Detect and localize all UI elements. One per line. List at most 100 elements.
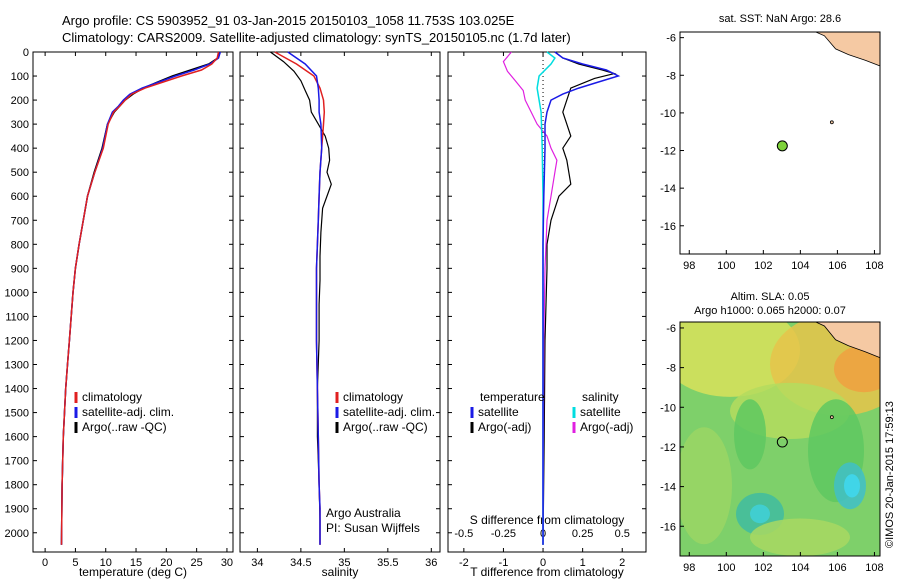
temperature-ytick-label: 1700	[5, 456, 29, 468]
difference-xtick-label: 0	[540, 557, 546, 569]
salinity-panel: 34 34.5 35 35.5 36 salinity climatologysatelli…	[239, 51, 441, 579]
sla-map-xtick-label: 98	[683, 562, 695, 574]
sla-map-ytick-label: -12	[660, 442, 676, 454]
sst-map-ytick-label: -10	[660, 108, 676, 120]
temperature-axes-frame	[32, 51, 234, 553]
temperature-ytick-label: 1400	[5, 384, 29, 396]
sst-map-xtick-label: 102	[754, 260, 772, 272]
sst-map-ytick-label: -8	[666, 70, 676, 82]
difference-axes-frame	[447, 51, 647, 553]
sst-map-xtick-label: 104	[791, 260, 809, 272]
temperature-ytick-label: 1000	[5, 287, 29, 299]
temperature-ytick-label: 2000	[5, 528, 29, 540]
sst-map-ytick-label: -16	[660, 221, 676, 233]
temperature-ytick-label: 800	[11, 239, 29, 251]
diff-temperature-argo-line	[542, 51, 617, 545]
temperature-argo-line	[60, 51, 221, 545]
difference-stick-label: -0.5	[454, 528, 473, 540]
diff-salinity-argo-line	[502, 51, 558, 545]
temperature-ytick-label: 1300	[5, 360, 29, 372]
diff-temperature-legend-label: satellite	[478, 405, 519, 419]
sla-map-xtick-label: 100	[717, 562, 735, 574]
profile-title: Argo profile: CS 5903952_91 03-Jan-2015 …	[62, 13, 515, 28]
difference-xtick-label: 2	[619, 557, 625, 569]
diff-salinity-legend-label: satellite	[580, 405, 621, 419]
temperature-climatology-line	[60, 51, 220, 545]
temperature-ytick-label: 1600	[5, 432, 29, 444]
temperature-ytick-label: 100	[11, 71, 29, 83]
argo-location-marker	[776, 140, 788, 152]
difference-xtick-label: 1	[580, 557, 586, 569]
sla-anomaly-blob	[834, 345, 880, 393]
temperature-ytick-label: 900	[11, 263, 29, 275]
sla-anomaly-blob	[750, 518, 850, 556]
argo-location-marker	[776, 436, 788, 448]
sla-map-xtick-label: 104	[791, 562, 809, 574]
sst-map-xtick-label: 106	[828, 260, 846, 272]
difference-xtick-label: -2	[459, 557, 469, 569]
salinity-xtick-label: 35	[338, 557, 350, 569]
temperature-ytick-label: 700	[11, 215, 29, 227]
argo-australia-label: Argo Australia	[326, 506, 401, 520]
temperature-xtick-label: 30	[221, 557, 233, 569]
sst-map-xtick-label: 100	[717, 260, 735, 272]
sla-map-map-area	[680, 322, 880, 556]
sla-anomaly-blob	[734, 399, 766, 470]
temperature-xtick-label: 10	[100, 557, 112, 569]
pi-label: PI: Susan Wijffels	[326, 521, 420, 535]
sst-map-frame	[679, 31, 881, 255]
difference-xlabel: T difference from climatology	[470, 565, 624, 579]
temperature-ytick-label: 1200	[5, 335, 29, 347]
difference-stick-label: 0.5	[615, 528, 630, 540]
salinity-legend-label: climatology	[343, 390, 403, 404]
sst-map-panel: 98 100 102 104 106 108 -6 -8 -10 -12 -14 -16 sat. SS…	[660, 13, 884, 272]
salinity-xtick-label: 34.5	[290, 557, 311, 569]
salinity-axes-frame	[239, 51, 441, 553]
temperature-xtick-label: 25	[191, 557, 203, 569]
diff-temperature-legend-label: Argo(-adj)	[478, 420, 531, 434]
diff-legend-header-temperature: temperature	[480, 390, 545, 404]
difference-panel: -2 -1 0 1 2T difference from climatology -0.5…	[447, 51, 647, 579]
sla-map-ytick-label: -14	[660, 482, 676, 494]
sst-map-ytick-label: -12	[660, 146, 676, 158]
diff-temperature-satellite-line	[542, 51, 621, 545]
diff-salinity-legend-label: Argo(-adj)	[580, 420, 633, 434]
climatology-subtitle: Climatology: CARS2009. Satellite-adjuste…	[62, 30, 571, 45]
temperature-ytick-label: 1900	[5, 504, 29, 516]
java-coast-land	[814, 32, 880, 67]
sst-map-map-area	[680, 32, 880, 254]
sla-map-xtick-label: 108	[865, 562, 883, 574]
salinity-xlabel: salinity	[322, 565, 359, 579]
sla-map-ytick-label: -6	[666, 323, 676, 335]
temperature-ytick-label: 500	[11, 167, 29, 179]
salinity-xtick-label: 35.5	[377, 557, 398, 569]
temperature-xtick-label: 0	[42, 557, 48, 569]
temperature-xtick-label: 20	[160, 557, 172, 569]
sst-map-xtick-label: 108	[865, 260, 883, 272]
sst-map-ytick-label: -14	[660, 183, 676, 195]
temperature-panel: 0 5 10 15 20 25 300100200300400500600700800900…	[5, 47, 234, 579]
sla-anomaly-blob	[844, 474, 860, 498]
sla-map-frame	[679, 321, 881, 557]
temperature-legend-label: satellite-adj. clim.	[82, 405, 174, 419]
sla-map-ytick-label: -16	[660, 521, 676, 533]
difference-xtick-label: -1	[499, 557, 509, 569]
sla-map-xtick-label: 106	[828, 562, 846, 574]
temperature-ytick-label: 300	[11, 119, 29, 131]
difference-s-label: S difference from climatology	[470, 513, 625, 527]
imos-credit: ©IMOS 20-Jan-2015 17:59:13	[884, 401, 896, 548]
temperature-xlabel: temperature (deg C)	[79, 565, 187, 579]
salinity-legend-label: satellite-adj. clim.	[343, 405, 435, 419]
java-coast-land	[814, 322, 880, 359]
sla-map-ytick-label: -8	[666, 363, 676, 375]
sla-map-title: Altim. SLA: 0.05	[731, 291, 810, 303]
difference-stick-label: -0.25	[491, 528, 516, 540]
sla-anomaly-blob	[680, 322, 800, 397]
temperature-ytick-label: 400	[11, 143, 29, 155]
temperature-ytick-label: 1800	[5, 480, 29, 492]
sla-map-xtick-label: 102	[754, 562, 772, 574]
sla-map-subtitle: Argo h1000: 0.065 h2000: 0.07	[694, 305, 846, 317]
sst-map-title: sat. SST: NaN Argo: 28.6	[719, 13, 841, 25]
sla-map-panel: 98 100 102 104 106 108 -6 -8 -10 -12 -14 -16 Altim. …	[660, 291, 884, 574]
